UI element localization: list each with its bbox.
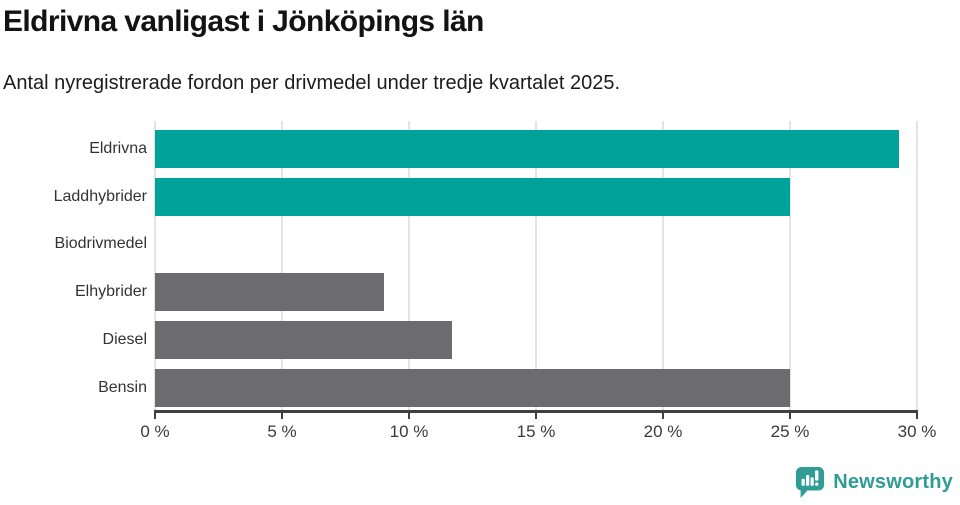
x-axis: 0 % 5 % 10 % 15 % 20 % 25 % 30 % [140, 413, 936, 453]
x-tick [916, 413, 918, 419]
x-tick-label: 15 % [516, 422, 556, 441]
y-axis-category-labels: Eldrivna Laddhybrider Biodrivmedel Elhybrid… [0, 121, 147, 410]
x-tick-label: 0 % [140, 422, 170, 441]
gridline [662, 121, 664, 410]
x-tick [281, 413, 283, 419]
gridline [789, 121, 791, 410]
bar-laddhybrider [155, 177, 790, 216]
bar-bensin [155, 368, 790, 407]
page-subtitle: Antal nyregistrerade fordon per drivmede… [3, 72, 621, 94]
gridline [535, 121, 537, 410]
plot-area [154, 121, 918, 410]
category-label: Eldrivna [89, 140, 147, 157]
gridline [281, 121, 283, 410]
x-tick [662, 413, 664, 419]
x-tick-label: 5 % [267, 422, 297, 441]
gridline [154, 121, 156, 410]
x-tick [789, 413, 791, 419]
x-tick [535, 413, 537, 419]
footer-brand: Newsworthy [795, 466, 953, 499]
x-tick-label: 30 % [897, 422, 937, 441]
page-title: Eldrivna vanligast i Jönköpings län [3, 5, 484, 38]
bar-diesel [155, 320, 453, 359]
category-label: Laddhybrider [53, 187, 147, 205]
x-tick [154, 413, 156, 419]
category-label: Bensin [98, 378, 147, 396]
bar-chart-speech-bubble-icon [795, 466, 825, 499]
category-label: Biodrivmedel [54, 235, 147, 253]
x-tick-label: 25 % [770, 422, 810, 441]
category-label: Diesel [102, 330, 147, 348]
category-label: Elhybrider [74, 283, 147, 301]
x-tick-label: 20 % [643, 422, 683, 441]
brand-name: Newsworthy [833, 471, 953, 493]
x-axis-line [154, 410, 918, 413]
gridline [916, 121, 918, 410]
x-tick-label: 10 % [389, 422, 429, 441]
bar-elhybrider [155, 273, 384, 312]
bar-eldrivna [155, 130, 900, 168]
x-tick [408, 413, 410, 419]
gridline [408, 121, 410, 410]
